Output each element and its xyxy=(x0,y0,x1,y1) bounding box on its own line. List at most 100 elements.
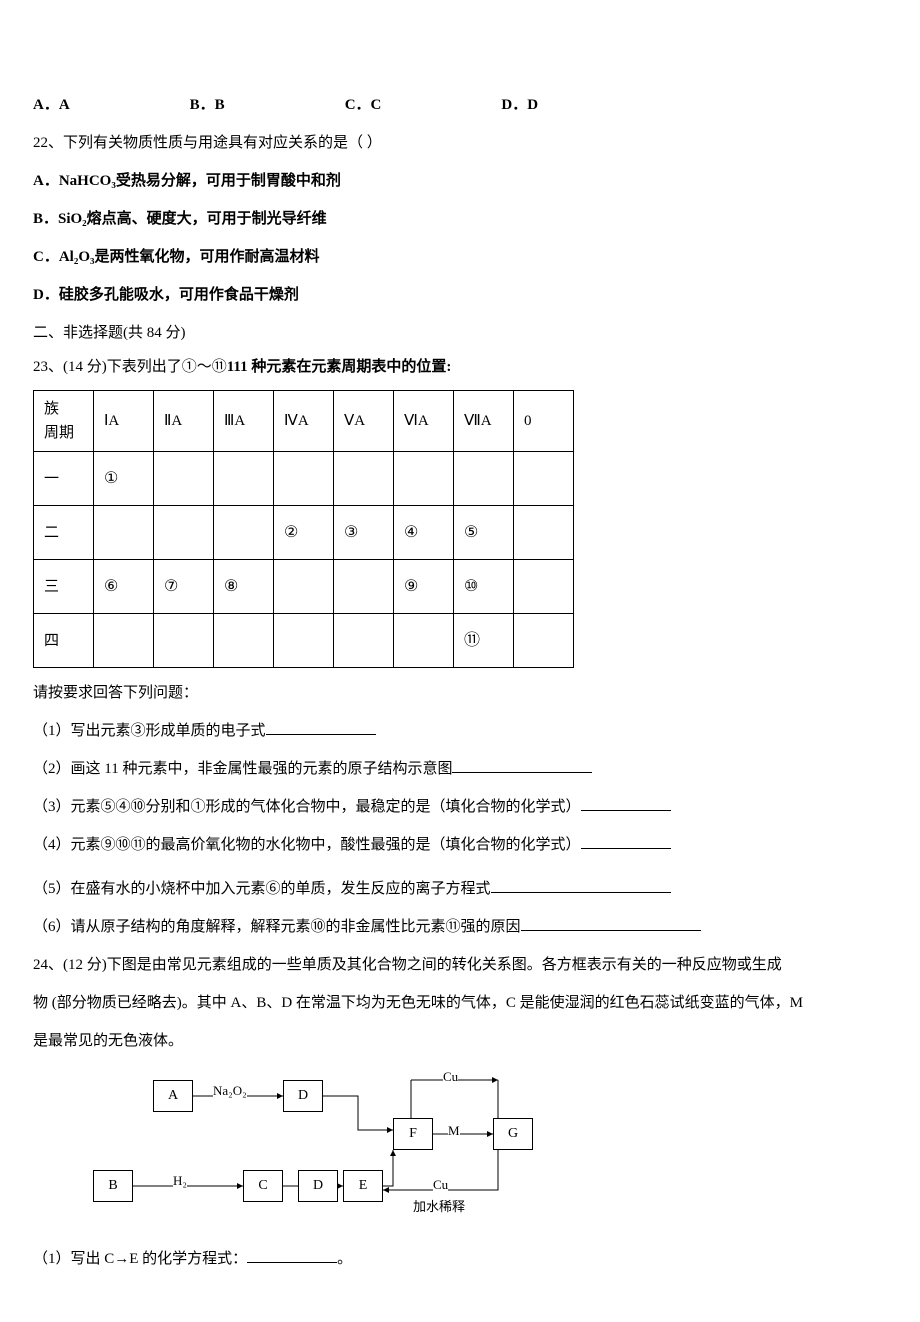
box-g: G xyxy=(493,1118,533,1150)
periodic-table: 族 周期 ⅠA ⅡA ⅢA ⅣA ⅤA ⅥA ⅦA 0 一 ① 二 ② ③ ④ … xyxy=(33,390,574,668)
option-d: D．D xyxy=(501,90,538,120)
cell xyxy=(394,614,454,668)
q24-stem-c: 是最常见的无色液体。 xyxy=(33,1026,887,1056)
cell xyxy=(274,614,334,668)
cell: ④ xyxy=(394,506,454,560)
q23-s1-text: （1）写出元素③形成单质的电子式 xyxy=(33,723,266,739)
cell xyxy=(154,614,214,668)
box-c: C xyxy=(243,1170,283,1202)
q24-s1: （1）写出 C→E 的化学方程式： 。 xyxy=(33,1244,887,1274)
col-viia: ⅦA xyxy=(454,391,514,452)
option-b: B．B xyxy=(190,90,225,120)
blank xyxy=(266,734,376,735)
blank xyxy=(521,930,701,931)
q23-s1: （1）写出元素③形成单质的电子式 xyxy=(33,716,887,746)
cell xyxy=(454,452,514,506)
box-a: A xyxy=(153,1080,193,1112)
cell: ⑨ xyxy=(394,560,454,614)
q23-s5-text: （5）在盛有水的小烧杯中加入元素⑥的单质，发生反应的离子方程式 xyxy=(33,881,491,897)
header-left: 族 周期 xyxy=(34,391,94,452)
col-ia: ⅠA xyxy=(94,391,154,452)
label-m: M xyxy=(448,1118,460,1144)
cell: ⑤ xyxy=(454,506,514,560)
blank xyxy=(581,848,671,849)
q23-stem-prefix: 23、(14 分)下表列出了①～⑪ xyxy=(33,359,227,375)
q22-option-a: A．NaHCO₃受热易分解，可用于制胃酸中和剂 xyxy=(33,166,887,196)
table-row: 二 ② ③ ④ ⑤ xyxy=(34,506,574,560)
q23-s2-text: （2）画这 11 种元素中，非金属性最强的元素的原子结构示意图 xyxy=(33,761,452,777)
box-f: F xyxy=(393,1118,433,1150)
col-va: ⅤA xyxy=(334,391,394,452)
q22-option-b: B．SiO₂熔点高、硬度大，可用于制光导纤维 xyxy=(33,204,887,234)
blank xyxy=(452,772,592,773)
header-left-line2: 周期 xyxy=(44,425,74,441)
cell xyxy=(274,452,334,506)
q23-s5: （5）在盛有水的小烧杯中加入元素⑥的单质，发生反应的离子方程式 xyxy=(33,874,887,904)
q23-stem: 23、(14 分)下表列出了①～⑪111 种元素在元素周期表中的位置: xyxy=(33,352,887,382)
box-b: B xyxy=(93,1170,133,1202)
q23-stem-suffix: 111 种元素在元素周期表中的位置: xyxy=(227,359,452,375)
q23-s6: （6）请从原子结构的角度解释，解释元素⑩的非金属性比元素⑪强的原因 xyxy=(33,912,887,942)
period-2: 二 xyxy=(34,506,94,560)
table-header-row: 族 周期 ⅠA ⅡA ⅢA ⅣA ⅤA ⅥA ⅦA 0 xyxy=(34,391,574,452)
cell xyxy=(334,614,394,668)
cell xyxy=(94,614,154,668)
cell xyxy=(154,452,214,506)
table-row: 一 ① xyxy=(34,452,574,506)
cell xyxy=(214,452,274,506)
cell xyxy=(514,560,574,614)
q23-s6-text: （6）请从原子结构的角度解释，解释元素⑩的非金属性比元素⑪强的原因 xyxy=(33,919,521,935)
col-iia: ⅡA xyxy=(154,391,214,452)
cell xyxy=(334,560,394,614)
box-e: E xyxy=(343,1170,383,1202)
label-cu-top: Cu xyxy=(443,1064,458,1090)
cell: ⑩ xyxy=(454,560,514,614)
cell: ⑦ xyxy=(154,560,214,614)
cell xyxy=(514,452,574,506)
q23-sub-header: 请按要求回答下列问题： xyxy=(33,678,887,708)
q21-options: A．A B．B C．C D．D xyxy=(33,90,887,120)
box-d: D xyxy=(283,1080,323,1112)
q24-s1-text: （1）写出 C→E 的化学方程式： xyxy=(33,1251,247,1267)
q22-stem: 22、下列有关物质性质与用途具有对应关系的是（ ） xyxy=(33,128,887,158)
option-a: A．A xyxy=(33,90,70,120)
col-iva: ⅣA xyxy=(274,391,334,452)
q22-option-d: D．硅胶多孔能吸水，可用作食品干燥剂 xyxy=(33,280,887,310)
q24-diagram: A D B C D E F G Na₂O₂ H₂ Cu M Cu 加水稀释 xyxy=(93,1070,573,1230)
period-4: 四 xyxy=(34,614,94,668)
q24-s1-suffix: 。 xyxy=(337,1251,352,1267)
cell xyxy=(214,614,274,668)
label-dilute: 加水稀释 xyxy=(413,1194,465,1220)
cell xyxy=(274,560,334,614)
label-na2o2: Na₂O₂ xyxy=(213,1078,247,1104)
q24-stem-b-text: 物 (部分物质已经略去)。其中 A、B、D 在常温下均为无色无味的气体，C 是能… xyxy=(33,995,803,1011)
cell: ① xyxy=(94,452,154,506)
q24-stem-b: 物 (部分物质已经略去)。其中 A、B、D 在常温下均为无色无味的气体，C 是能… xyxy=(33,988,887,1018)
col-via: ⅥA xyxy=(394,391,454,452)
q23-s3: （3）元素⑤④⑩分别和①形成的气体化合物中，最稳定的是（填化合物的化学式） xyxy=(33,792,887,822)
cell xyxy=(94,506,154,560)
cell xyxy=(154,506,214,560)
q23-s4-text: （4）元素⑨⑩⑪的最高价氧化物的水化物中，酸性最强的是（填化合物的化学式） xyxy=(33,837,581,853)
option-c: C．C xyxy=(345,90,382,120)
q23-s3-text: （3）元素⑤④⑩分别和①形成的气体化合物中，最稳定的是（填化合物的化学式） xyxy=(33,799,581,815)
label-h2: H₂ xyxy=(173,1168,187,1194)
period-3: 三 xyxy=(34,560,94,614)
blank xyxy=(247,1262,337,1263)
cell: ⑪ xyxy=(454,614,514,668)
section2-title: 二、非选择题(共 84 分) xyxy=(33,318,887,348)
q22-option-c: C．Al₂O₃是两性氧化物，可用作耐高温材料 xyxy=(33,242,887,272)
cell xyxy=(514,614,574,668)
table-row: 三 ⑥ ⑦ ⑧ ⑨ ⑩ xyxy=(34,560,574,614)
header-left-line1: 族 xyxy=(44,401,59,417)
box-d2: D xyxy=(298,1170,338,1202)
blank xyxy=(491,892,671,893)
q24-stem-a: 24、(12 分)下图是由常见元素组成的一些单质及其化合物之间的转化关系图。各方… xyxy=(33,950,887,980)
q23-s4: （4）元素⑨⑩⑪的最高价氧化物的水化物中，酸性最强的是（填化合物的化学式） xyxy=(33,830,887,860)
col-0: 0 xyxy=(514,391,574,452)
col-iiia: ⅢA xyxy=(214,391,274,452)
cell xyxy=(394,452,454,506)
cell: ⑥ xyxy=(94,560,154,614)
period-1: 一 xyxy=(34,452,94,506)
cell xyxy=(334,452,394,506)
